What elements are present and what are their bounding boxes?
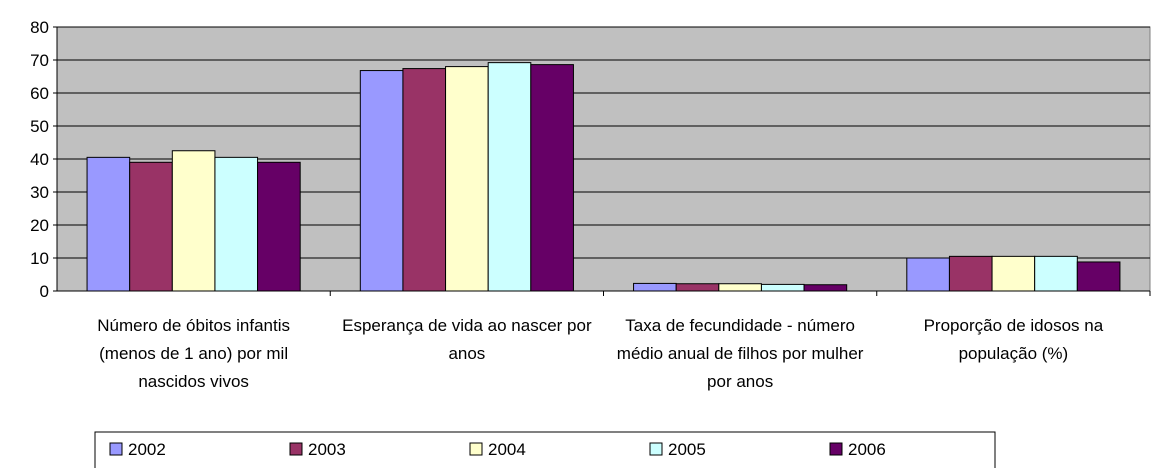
- x-tick-label: Proporção de idosos na população (%): [924, 316, 1104, 363]
- y-tick-label: 60: [30, 84, 49, 103]
- legend-swatch: [289, 442, 303, 456]
- legend-swatch: [649, 442, 663, 456]
- bar: [86, 156, 131, 292]
- legend-swatch: [109, 442, 123, 456]
- bar: [718, 283, 762, 292]
- legend-label: 2006: [848, 440, 886, 459]
- label-line: Proporção de idosos na: [924, 316, 1104, 335]
- bar: [948, 255, 993, 292]
- label-line: Número de óbitos infantis: [97, 316, 290, 335]
- bar: [487, 62, 532, 292]
- legend-swatch: [469, 442, 483, 456]
- bar: [633, 282, 677, 292]
- bar: [530, 64, 574, 292]
- y-tick-label: 50: [30, 117, 49, 136]
- label-line: (menos de 1 ano) por mil: [99, 344, 288, 363]
- x-tick-label: Número de óbitos infantis (menos de 1 ano…: [97, 316, 290, 391]
- y-tick-label: 70: [30, 51, 49, 70]
- bar: [675, 283, 720, 292]
- y-tick-label: 20: [30, 216, 49, 235]
- label-line: médio anual de filhos por mulher: [617, 344, 864, 363]
- label-line: Esperança de vida ao nascer por: [342, 316, 592, 335]
- legend-label: 2002: [128, 440, 166, 459]
- bar: [906, 257, 950, 292]
- bar: [1034, 255, 1078, 292]
- y-tick-label: 30: [30, 183, 49, 202]
- bar: [402, 68, 447, 292]
- bar: [445, 66, 489, 292]
- y-tick-label: 0: [40, 282, 49, 301]
- bar: [129, 161, 173, 292]
- legend-label: 2005: [668, 440, 706, 459]
- bar: [171, 150, 216, 292]
- y-tick-label: 40: [30, 150, 49, 169]
- label-line: nascidos vivos: [138, 372, 249, 391]
- bar: [257, 161, 301, 292]
- label-line: população (%): [959, 344, 1069, 363]
- x-tick-label: Taxa de fecundidade - número médio anual …: [617, 316, 864, 391]
- y-tick-label: 10: [30, 249, 49, 268]
- label-line: Taxa de fecundidade - número: [625, 316, 855, 335]
- legend: [94, 431, 996, 468]
- bar: [214, 156, 259, 292]
- bar: [803, 284, 848, 292]
- bar: [359, 70, 404, 292]
- legend-label: 2003: [308, 440, 346, 459]
- label-line: anos: [448, 344, 485, 363]
- legend-label: 2004: [488, 440, 526, 459]
- bar: [1076, 261, 1121, 292]
- y-tick-label: 80: [30, 18, 49, 37]
- bar: [760, 283, 805, 292]
- bar: [991, 255, 1036, 292]
- legend-swatch: [829, 442, 843, 456]
- x-tick-label: Esperança de vida ao nascer por anos: [342, 316, 592, 363]
- label-line: por anos: [707, 372, 773, 391]
